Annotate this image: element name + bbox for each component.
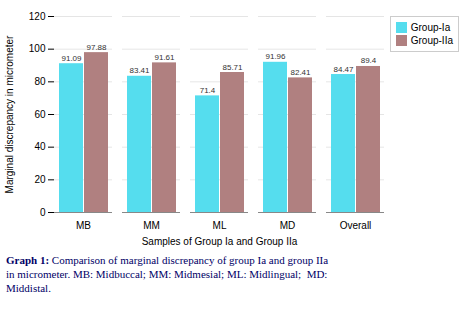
svg-text:60: 60 (34, 109, 46, 120)
svg-text:91.96: 91.96 (265, 52, 286, 61)
svg-text:85.71: 85.71 (222, 63, 243, 72)
svg-text:Marginal discrepancy in microm: Marginal discrepancy in micrometer (4, 35, 15, 194)
svg-text:MB: MB (76, 220, 91, 231)
html-text:Group-Ia: Group-Ia (410, 22, 451, 33)
svg-text:89.4: 89.4 (361, 56, 377, 65)
svg-text:20: 20 (34, 174, 46, 185)
svg-text:100: 100 (29, 43, 46, 54)
svg-text:Overall: Overall (340, 220, 372, 231)
svg-text:84.47: 84.47 (333, 65, 354, 74)
svg-text:71.4: 71.4 (200, 86, 216, 95)
svg-text:Samples of Group Ia and Group: Samples of Group Ia and Group IIa (142, 236, 298, 247)
svg-text:0: 0 (40, 207, 46, 218)
svg-text:91.61: 91.61 (154, 53, 175, 62)
html-text:Group-IIa: Group-IIa (410, 35, 453, 46)
svg-text:120: 120 (29, 11, 46, 22)
svg-text:91.09: 91.09 (61, 54, 82, 63)
svg-text:MD: MD (280, 220, 296, 231)
svg-text:MM: MM (143, 220, 160, 231)
svg-text:ML: ML (213, 220, 227, 231)
html-text:Graph 1: Comparison of margina: Graph 1: Comparison of marginal discrepa… (6, 254, 329, 294)
svg-text:83.41: 83.41 (129, 66, 150, 75)
svg-text:97.88: 97.88 (86, 43, 107, 52)
svg-text:80: 80 (34, 76, 46, 87)
svg-text:82.41: 82.41 (290, 68, 311, 77)
svg-text:40: 40 (34, 141, 46, 152)
